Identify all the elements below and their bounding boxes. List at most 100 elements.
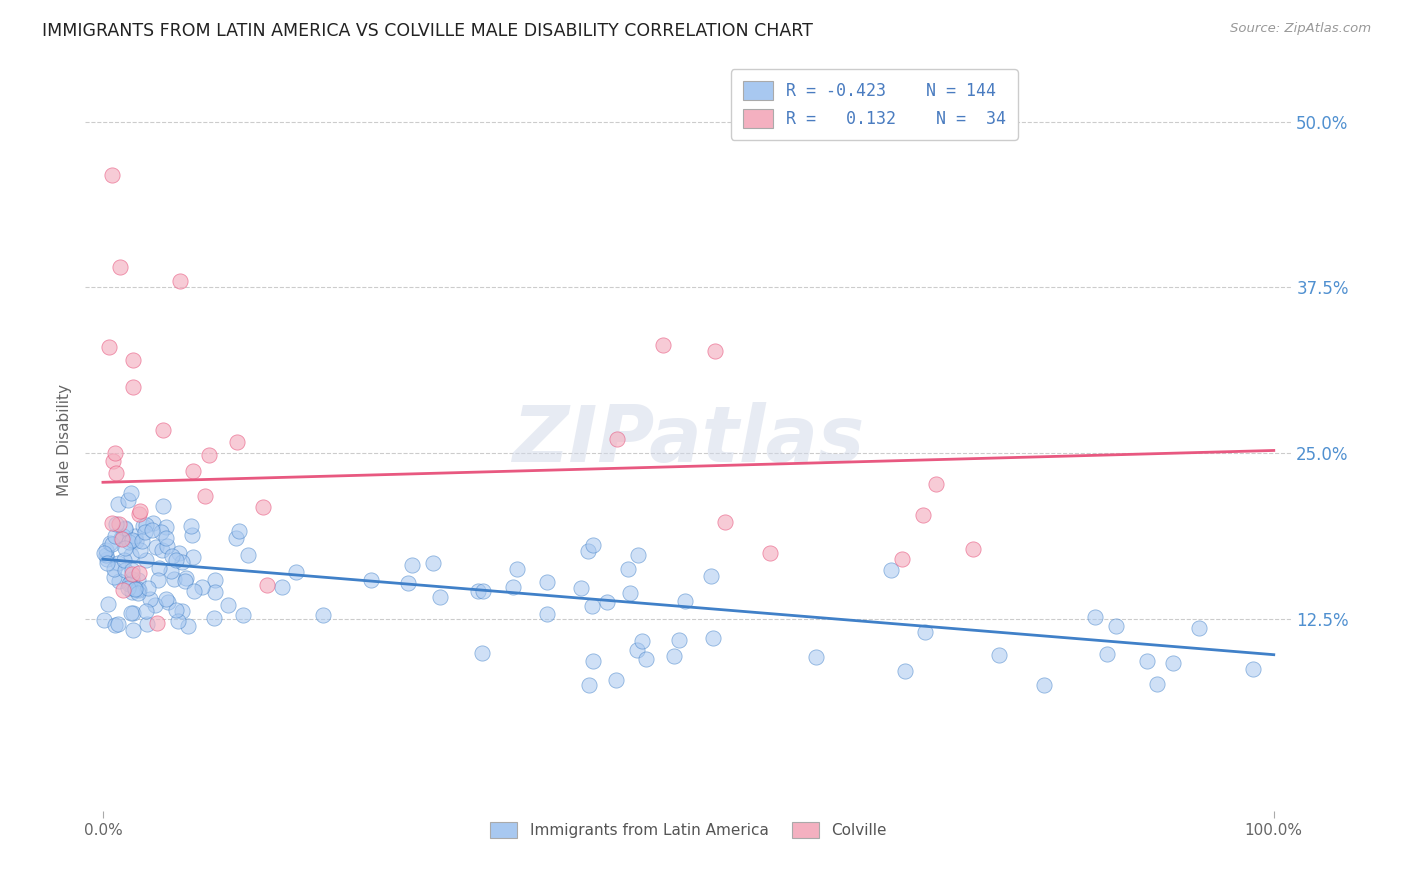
Point [177, 618, 200, 632]
Point [138, 581, 160, 595]
Point [911, 508, 934, 522]
Point [673, 594, 696, 608]
Point [582, 538, 605, 552]
Point [232, 607, 254, 622]
Point [924, 476, 946, 491]
Point [101, 537, 124, 551]
Point [108, 574, 131, 588]
Point [101, 516, 124, 531]
Point [129, 542, 152, 557]
Point [149, 525, 172, 540]
Point [962, 542, 984, 557]
Point [163, 572, 186, 586]
Point [228, 524, 250, 539]
Text: ZIPatlas: ZIPatlas [512, 402, 865, 478]
Point [110, 533, 132, 547]
Point [139, 591, 162, 606]
Point [162, 549, 184, 563]
Point [169, 274, 191, 288]
Point [198, 448, 221, 462]
Point [662, 648, 685, 663]
Point [143, 598, 166, 612]
Point [160, 564, 183, 578]
Point [148, 561, 170, 575]
Point [98, 536, 121, 550]
Point [104, 618, 127, 632]
Point [128, 507, 150, 521]
Point [107, 497, 129, 511]
Point [226, 434, 249, 449]
Point [112, 582, 135, 597]
Point [114, 563, 136, 577]
Point [204, 585, 226, 599]
Point [204, 574, 226, 588]
Point [121, 566, 143, 581]
Point [114, 522, 136, 536]
Text: Source: ZipAtlas.com: Source: ZipAtlas.com [1230, 22, 1371, 36]
Point [582, 654, 605, 668]
Point [714, 515, 737, 529]
Point [914, 625, 936, 640]
Point [704, 343, 727, 358]
Point [626, 643, 648, 657]
Point [194, 488, 217, 502]
Point [880, 563, 903, 577]
Point [135, 518, 157, 533]
Point [502, 580, 524, 594]
Point [536, 575, 558, 590]
Point [120, 606, 142, 620]
Point [105, 467, 128, 481]
Point [145, 541, 167, 555]
Point [96, 548, 118, 562]
Point [174, 574, 197, 588]
Point [165, 603, 187, 617]
Point [202, 611, 225, 625]
Point [576, 543, 599, 558]
Text: IMMIGRANTS FROM LATIN AMERICA VS COLVILLE MALE DISABILITY CORRELATION CHART: IMMIGRANTS FROM LATIN AMERICA VS COLVILL… [42, 22, 813, 40]
Point [121, 353, 143, 368]
Point [122, 380, 145, 394]
Point [127, 573, 149, 587]
Point [152, 499, 174, 513]
Point [156, 539, 179, 553]
Point [536, 607, 558, 622]
Point [152, 543, 174, 558]
Point [1084, 610, 1107, 624]
Point [174, 571, 197, 585]
Point [148, 573, 170, 587]
Point [891, 551, 914, 566]
Point [141, 523, 163, 537]
Point [136, 617, 159, 632]
Point [121, 572, 143, 586]
Point [181, 549, 204, 564]
Point [152, 423, 174, 437]
Point [110, 531, 132, 545]
Point [581, 599, 603, 613]
Point [122, 623, 145, 637]
Point [759, 546, 782, 560]
Point [120, 548, 142, 562]
Point [134, 524, 156, 539]
Point [124, 533, 146, 548]
Point [110, 260, 132, 275]
Point [636, 651, 658, 665]
Point [128, 583, 150, 598]
Point [114, 541, 136, 556]
Point [101, 453, 124, 467]
Point [180, 519, 202, 533]
Point [506, 562, 529, 576]
Point [120, 486, 142, 500]
Point [117, 577, 139, 591]
Point [103, 562, 125, 576]
Point [1161, 657, 1184, 671]
Point [108, 517, 131, 532]
Point [606, 432, 628, 446]
Point [101, 168, 124, 182]
Point [256, 578, 278, 592]
Point [1188, 622, 1211, 636]
Point [96, 556, 118, 570]
Point [104, 529, 127, 543]
Point [104, 517, 127, 532]
Point [617, 562, 640, 576]
Point [668, 632, 690, 647]
